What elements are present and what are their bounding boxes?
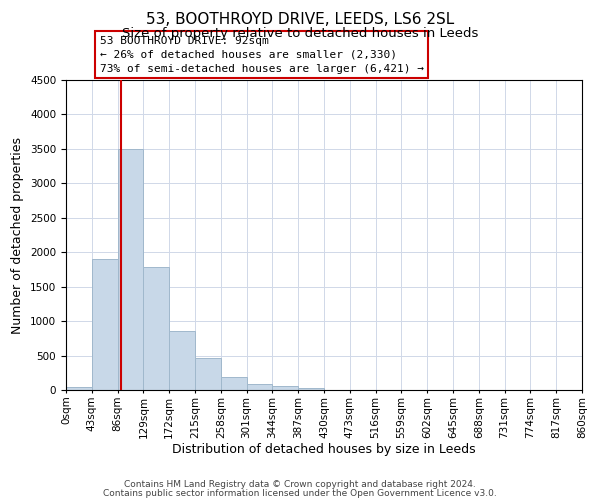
Bar	[143, 268, 169, 390]
Bar	[272, 386, 298, 390]
Bar	[298, 388, 324, 390]
Text: Size of property relative to detached houses in Leeds: Size of property relative to detached ho…	[122, 28, 478, 40]
Text: Contains HM Land Registry data © Crown copyright and database right 2024.: Contains HM Land Registry data © Crown c…	[124, 480, 476, 489]
Text: 53 BOOTHROYD DRIVE: 92sqm
← 26% of detached houses are smaller (2,330)
73% of se: 53 BOOTHROYD DRIVE: 92sqm ← 26% of detac…	[100, 36, 424, 74]
Bar	[92, 259, 118, 390]
Bar	[169, 331, 195, 390]
Bar	[221, 378, 247, 390]
Bar	[195, 358, 221, 390]
Text: Contains public sector information licensed under the Open Government Licence v3: Contains public sector information licen…	[103, 488, 497, 498]
Bar	[118, 149, 143, 390]
Bar	[66, 386, 92, 390]
Bar	[247, 384, 272, 390]
Text: 53, BOOTHROYD DRIVE, LEEDS, LS6 2SL: 53, BOOTHROYD DRIVE, LEEDS, LS6 2SL	[146, 12, 454, 28]
Y-axis label: Number of detached properties: Number of detached properties	[11, 136, 25, 334]
X-axis label: Distribution of detached houses by size in Leeds: Distribution of detached houses by size …	[172, 443, 476, 456]
